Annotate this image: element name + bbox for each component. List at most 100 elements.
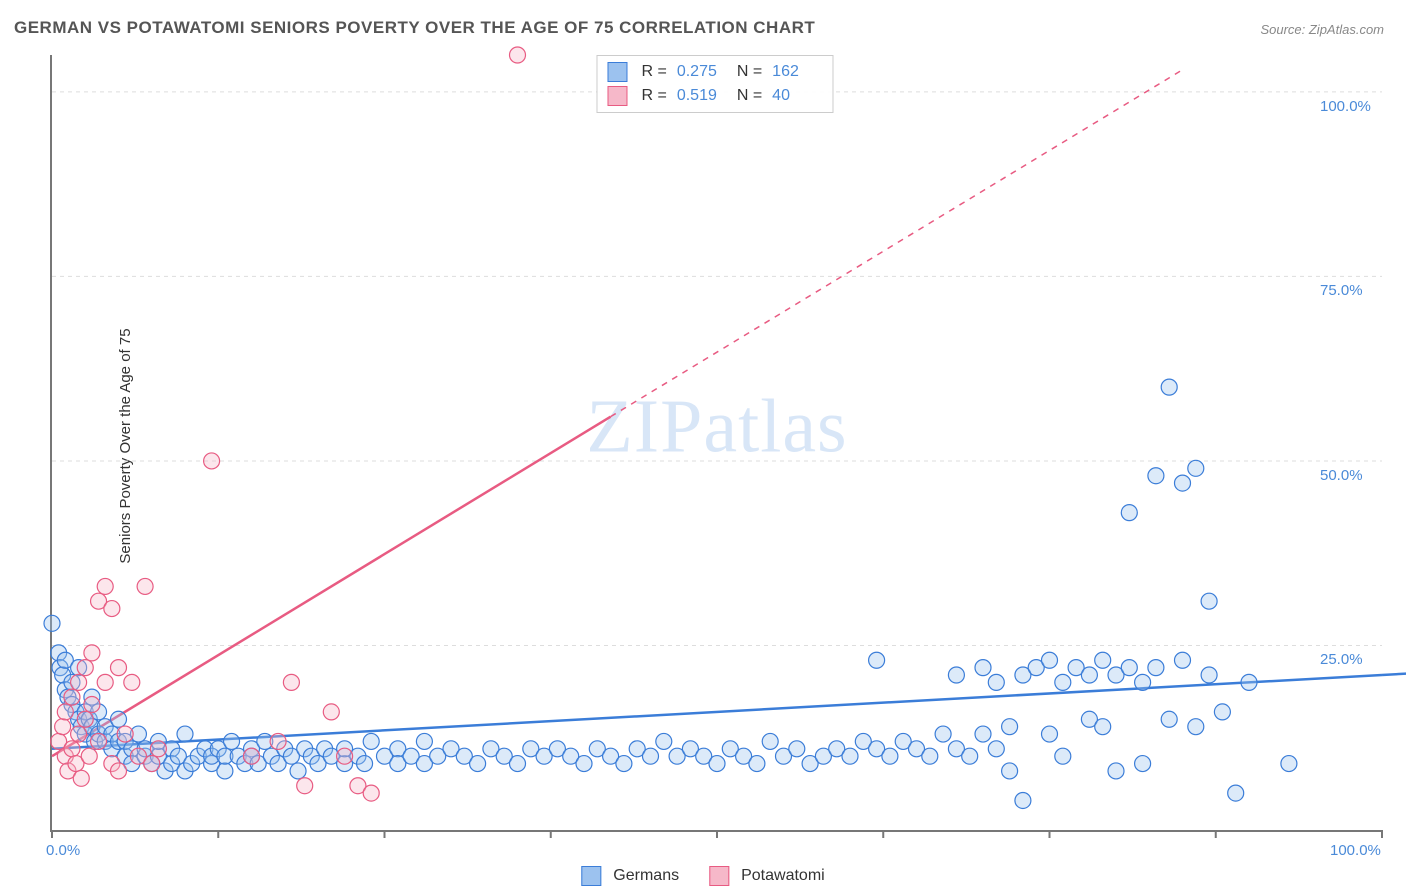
scatter-point [363,785,379,801]
scatter-point [64,689,80,705]
scatter-point [150,741,166,757]
scatter-point [1002,763,1018,779]
stat-r-value: 0.519 [677,84,727,108]
scatter-point [510,47,526,63]
scatter-point [1161,711,1177,727]
scatter-svg [52,55,1382,830]
legend-swatch [581,866,601,886]
y-tick-label: 50.0% [1320,467,1363,484]
scatter-point [323,704,339,720]
stat-n-value: 162 [772,60,822,84]
scatter-point [882,748,898,764]
trend-line-extension [611,70,1183,417]
scatter-point [77,711,93,727]
scatter-point [290,763,306,779]
scatter-point [616,756,632,772]
scatter-point [975,726,991,742]
scatter-point [1148,660,1164,676]
scatter-point [1228,785,1244,801]
scatter-point [709,756,725,772]
scatter-point [144,756,160,772]
scatter-point [1188,460,1204,476]
scatter-point [1015,792,1031,808]
scatter-point [510,756,526,772]
scatter-point [84,697,100,713]
legend-item: Potawatomi [709,866,825,886]
scatter-point [204,453,220,469]
scatter-point [111,660,127,676]
plot-area: ZIPatlas [50,55,1382,832]
scatter-point [1175,652,1191,668]
scatter-point [1042,652,1058,668]
stats-legend-box: R = 0.275 N = 162R = 0.519 N = 40 [596,55,833,113]
scatter-point [137,578,153,594]
scatter-point [97,578,113,594]
scatter-point [363,733,379,749]
chart-title: GERMAN VS POTAWATOMI SENIORS POVERTY OVE… [14,18,815,38]
scatter-point [71,674,87,690]
scatter-point [71,726,87,742]
scatter-point [948,667,964,683]
scatter-point [762,733,778,749]
legend-label: Germans [613,867,679,885]
scatter-point [91,733,107,749]
stat-n-label: N = [737,84,762,108]
y-tick-label: 100.0% [1320,98,1371,115]
scatter-point [962,748,978,764]
scatter-point [656,733,672,749]
bottom-legend: Germans Potawatomi [581,866,824,886]
scatter-point [416,733,432,749]
scatter-point [1281,756,1297,772]
scatter-point [988,674,1004,690]
scatter-point [64,741,80,757]
scatter-point [1148,468,1164,484]
scatter-point [1095,719,1111,735]
legend-swatch [607,86,627,106]
scatter-point [470,756,486,772]
legend-item: Germans [581,866,679,886]
scatter-point [1055,674,1071,690]
scatter-point [1135,674,1151,690]
x-tick-label: 100.0% [1330,842,1381,859]
scatter-point [111,711,127,727]
scatter-point [337,748,353,764]
scatter-point [922,748,938,764]
scatter-point [57,704,73,720]
scatter-point [117,726,133,742]
scatter-point [1095,652,1111,668]
scatter-point [297,778,313,794]
scatter-point [124,674,140,690]
scatter-point [97,674,113,690]
x-tick-label: 0.0% [46,842,80,859]
source-attribution: Source: ZipAtlas.com [1260,22,1384,37]
y-tick-label: 25.0% [1320,651,1363,668]
scatter-point [104,601,120,617]
scatter-point [55,719,71,735]
scatter-point [869,652,885,668]
scatter-point [73,770,89,786]
scatter-point [1002,719,1018,735]
chart-container: GERMAN VS POTAWATOMI SENIORS POVERTY OVE… [0,0,1406,892]
stats-row: R =0.275N =162 [607,60,822,84]
stat-r-label: R = [641,84,666,108]
scatter-point [789,741,805,757]
scatter-point [81,748,97,764]
stat-n-label: N = [737,60,762,84]
scatter-point [1201,593,1217,609]
trend-line-extension [1382,668,1406,675]
stats-row: R = 0.519 N = 40 [607,84,822,108]
scatter-point [1135,756,1151,772]
scatter-point [749,756,765,772]
scatter-point [111,763,127,779]
stat-n-value: 40 [772,84,822,108]
scatter-point [1121,505,1137,521]
legend-label: Potawatomi [741,867,825,885]
scatter-point [935,726,951,742]
scatter-point [643,748,659,764]
scatter-point [1042,726,1058,742]
stat-r-value: 0.275 [677,60,727,84]
scatter-point [177,726,193,742]
scatter-point [1055,748,1071,764]
scatter-point [1188,719,1204,735]
scatter-point [1081,667,1097,683]
